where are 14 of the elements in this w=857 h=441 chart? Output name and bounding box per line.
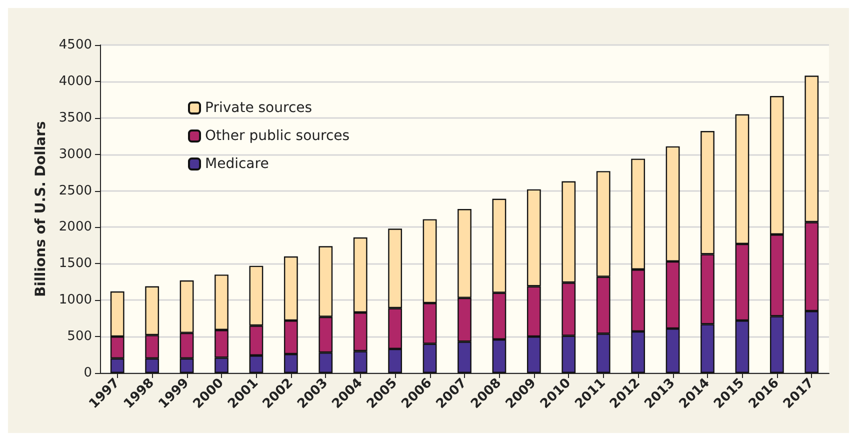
y-tick-label: 2000 bbox=[58, 220, 92, 235]
y-tick-label: 4500 bbox=[58, 38, 92, 52]
y-tick-label: 3500 bbox=[58, 110, 92, 126]
legend-label: Other public sources bbox=[205, 128, 350, 144]
y-tick-label: 0 bbox=[84, 366, 92, 380]
legend-label: Private sources bbox=[205, 100, 312, 116]
y-axis-title: Billions of U.S. Dollars bbox=[33, 121, 49, 297]
y-tick-label: 1000 bbox=[58, 292, 92, 308]
y-tick-label: 1500 bbox=[58, 256, 92, 272]
y-tick-label: 500 bbox=[67, 329, 92, 344]
legend-label: Medicare bbox=[205, 156, 269, 172]
y-tick-label: 3000 bbox=[58, 146, 92, 162]
y-tick-label: 4000 bbox=[58, 74, 92, 89]
y-tick-label: 2500 bbox=[58, 183, 92, 198]
